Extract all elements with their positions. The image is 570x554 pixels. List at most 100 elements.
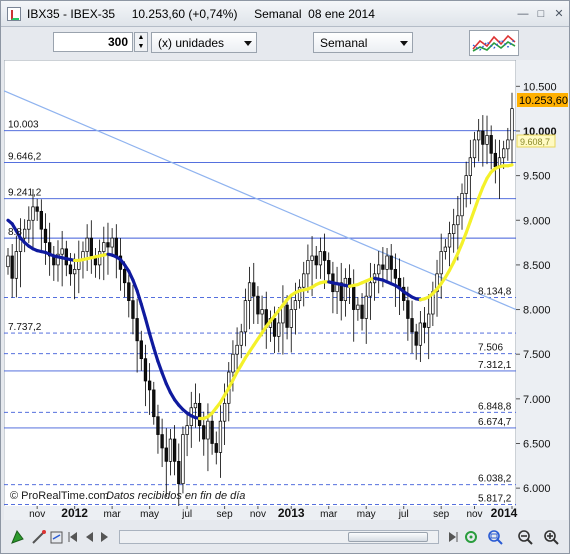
candle[interactable] xyxy=(256,295,260,315)
candle[interactable] xyxy=(456,215,460,226)
candle[interactable] xyxy=(147,380,152,391)
candle[interactable] xyxy=(339,282,343,301)
indicator-tool-icon[interactable] xyxy=(49,529,65,545)
candle[interactable] xyxy=(152,389,156,418)
candle[interactable] xyxy=(177,461,181,485)
candle[interactable] xyxy=(360,304,364,319)
candle[interactable] xyxy=(252,282,256,297)
candle[interactable] xyxy=(114,237,118,257)
scroll-left-end-icon[interactable] xyxy=(65,529,81,545)
draw-tool-icon[interactable] xyxy=(31,529,47,545)
zoom-fit-icon[interactable] xyxy=(487,529,503,545)
candle[interactable] xyxy=(218,420,223,453)
candle[interactable] xyxy=(231,353,235,373)
candle[interactable] xyxy=(485,135,489,145)
candle[interactable] xyxy=(243,300,248,333)
candle[interactable] xyxy=(14,251,18,279)
candle[interactable] xyxy=(68,264,73,275)
candle[interactable] xyxy=(322,251,327,261)
chart-canvas[interactable]: 10.003 9.646,2 9.241,2 8.8 8.134,8 7.737,2 7.5… xyxy=(3,59,568,521)
candle[interactable] xyxy=(422,322,427,328)
candle[interactable] xyxy=(43,228,48,243)
candle[interactable] xyxy=(48,242,52,257)
candle[interactable] xyxy=(410,318,414,333)
title-bar[interactable]: IBX35 - IBEX-35 10.253,60 (+0,74%) Seman… xyxy=(1,1,569,27)
time-scrollbar[interactable] xyxy=(119,530,439,544)
candle[interactable] xyxy=(310,255,314,261)
period-dropdown[interactable]: Semanal xyxy=(313,32,413,53)
zoom-out-icon[interactable] xyxy=(517,529,533,545)
restore-button[interactable]: □ xyxy=(537,8,545,20)
price-chart[interactable]: 10.003 9.646,2 9.241,2 8.8 8.134,8 7.737,2 7.5… xyxy=(3,59,568,521)
candle[interactable] xyxy=(406,300,410,319)
candle[interactable] xyxy=(418,322,423,346)
candle[interactable] xyxy=(460,193,464,217)
candle[interactable] xyxy=(364,295,368,319)
candle[interactable] xyxy=(377,264,381,275)
candle[interactable] xyxy=(60,248,64,255)
candle[interactable] xyxy=(89,237,93,257)
scroll-left-icon[interactable] xyxy=(81,529,97,545)
candle[interactable] xyxy=(468,157,472,176)
candle[interactable] xyxy=(472,139,477,159)
candle[interactable] xyxy=(427,313,431,328)
candle[interactable] xyxy=(156,416,160,435)
candle[interactable] xyxy=(435,273,439,293)
candle[interactable] xyxy=(489,135,493,154)
candle[interactable] xyxy=(493,152,497,168)
candle[interactable] xyxy=(443,246,448,252)
candle[interactable] xyxy=(181,434,185,485)
candle[interactable] xyxy=(168,438,173,462)
candle[interactable] xyxy=(306,260,310,275)
zoom-in-icon[interactable] xyxy=(543,529,559,545)
candle[interactable] xyxy=(477,130,481,141)
candle[interactable] xyxy=(381,264,385,270)
trend-line[interactable] xyxy=(3,90,517,311)
units-stepper[interactable]: ▲ ▼ xyxy=(134,32,148,52)
candle[interactable] xyxy=(131,300,135,319)
candle[interactable] xyxy=(356,304,360,310)
candle[interactable] xyxy=(447,233,452,248)
candle[interactable] xyxy=(247,282,252,301)
close-button[interactable]: ✕ xyxy=(554,8,564,20)
candle[interactable] xyxy=(302,273,306,288)
candle[interactable] xyxy=(285,304,289,328)
candle[interactable] xyxy=(31,206,35,221)
candle[interactable] xyxy=(439,251,443,275)
candle[interactable] xyxy=(172,438,177,462)
candle[interactable] xyxy=(385,255,389,270)
candle[interactable] xyxy=(318,251,323,266)
candle[interactable] xyxy=(352,286,356,310)
candle[interactable] xyxy=(235,344,239,355)
candle[interactable] xyxy=(160,434,164,449)
candle[interactable] xyxy=(368,282,373,297)
candle[interactable] xyxy=(289,309,293,328)
scroll-right-icon[interactable] xyxy=(97,529,113,545)
indicators-button[interactable] xyxy=(469,30,519,56)
candle[interactable] xyxy=(272,318,277,337)
candle[interactable] xyxy=(127,282,131,301)
candle[interactable] xyxy=(452,224,456,235)
candle[interactable] xyxy=(202,425,206,440)
candle[interactable] xyxy=(10,255,14,279)
candle[interactable] xyxy=(293,300,298,310)
candle[interactable] xyxy=(39,210,43,230)
candle[interactable] xyxy=(327,260,331,275)
candle[interactable] xyxy=(110,237,114,248)
candle[interactable] xyxy=(206,420,210,440)
candle[interactable] xyxy=(481,130,485,145)
candle[interactable] xyxy=(222,402,227,422)
candle[interactable] xyxy=(106,242,110,248)
candle[interactable] xyxy=(72,269,77,275)
candle[interactable] xyxy=(314,255,318,266)
candle[interactable] xyxy=(389,255,393,270)
cursor-icon[interactable] xyxy=(9,529,25,545)
candle[interactable] xyxy=(464,175,468,194)
candle[interactable] xyxy=(297,286,302,301)
units-dropdown[interactable]: (x) unidades xyxy=(151,32,257,53)
candle[interactable] xyxy=(122,269,127,284)
candle[interactable] xyxy=(193,402,198,409)
candle[interactable] xyxy=(56,253,60,266)
candle[interactable] xyxy=(164,447,168,462)
candle[interactable] xyxy=(210,420,214,444)
